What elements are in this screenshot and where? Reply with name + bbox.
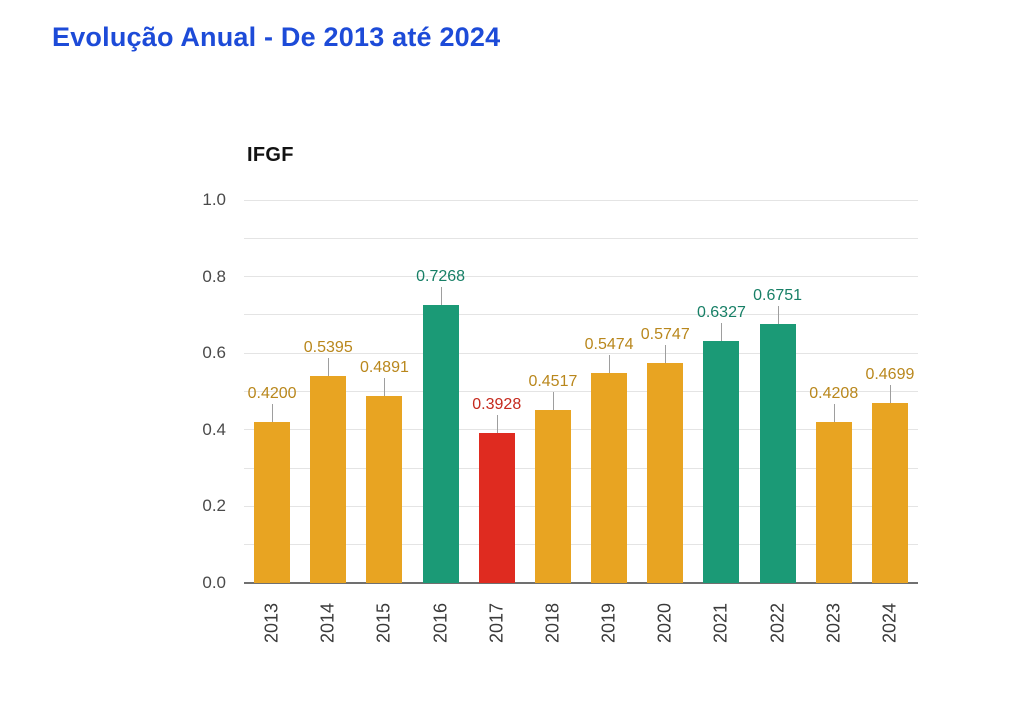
y-axis-tick-label: 0.4	[202, 419, 226, 439]
value-label-stem	[384, 377, 386, 396]
gridline	[244, 429, 918, 431]
x-axis-tick-label: 2017	[486, 602, 507, 644]
x-axis-tick-label: 2015	[373, 602, 394, 644]
value-label-stem	[665, 344, 667, 363]
x-axis-baseline	[244, 582, 918, 584]
bar-2024[interactable]	[871, 403, 908, 583]
value-label-stem	[440, 286, 442, 305]
gridline	[244, 467, 918, 469]
x-axis-tick-label: 2024	[879, 602, 900, 644]
bar-2017[interactable]	[478, 432, 515, 583]
page-title: Evolução Anual - De 2013 até 2024	[52, 22, 501, 52]
bar-2016[interactable]	[422, 304, 459, 583]
bar-value-label: 0.4517	[528, 372, 578, 390]
x-axis-tick-label: 2020	[654, 602, 675, 644]
bar-2014[interactable]	[310, 376, 347, 583]
value-label-stem	[721, 322, 723, 341]
y-axis-tick-label: 0.6	[202, 343, 226, 363]
bar-2019[interactable]	[591, 373, 628, 583]
gridline	[244, 199, 918, 201]
bar-2021[interactable]	[703, 340, 740, 583]
y-axis-tick-label: 1.0	[202, 190, 226, 209]
gridline	[244, 391, 918, 392]
gridline	[244, 544, 918, 546]
bar-value-label: 0.6751	[753, 287, 803, 305]
bar-2023[interactable]	[815, 421, 852, 583]
x-axis-tick-label: 2018	[542, 602, 563, 644]
value-label-stem	[496, 414, 498, 433]
bar-value-label: 0.4200	[247, 385, 297, 403]
bar-value-label: 0.7268	[416, 267, 466, 285]
x-axis-tick-label: 2014	[317, 602, 338, 644]
y-axis-tick-label: 0.2	[202, 496, 226, 516]
value-label-stem	[833, 403, 835, 422]
bar-value-label: 0.5474	[584, 336, 634, 354]
value-label-stem	[272, 404, 274, 423]
gridline	[244, 237, 918, 239]
x-axis-tick-label: 2021	[710, 602, 731, 644]
bar-2015[interactable]	[366, 395, 403, 583]
bar-value-label: 0.4891	[359, 358, 409, 376]
gridline	[244, 314, 918, 316]
value-label-stem	[777, 306, 779, 325]
x-axis-tick-label: 2019	[598, 602, 619, 644]
value-label-stem	[609, 355, 611, 374]
gridline	[244, 276, 918, 278]
y-axis-tick-label: 0.0	[202, 573, 226, 592]
x-axis-tick-label: 2013	[261, 602, 282, 644]
bar-value-label: 0.3928	[472, 395, 522, 413]
x-axis-tick-label: 2016	[430, 602, 451, 644]
chart-plot: 0.0 0.2 0.4 0.6 0.8 1.0 0.4200 2013 0.5395 2014 0.…	[202, 190, 918, 643]
gridline	[244, 352, 918, 354]
chart-axis-title: IFGF	[247, 144, 294, 166]
value-label-stem	[552, 391, 554, 410]
gridline	[244, 505, 918, 507]
bar-value-label: 0.4208	[809, 384, 859, 402]
bar-value-label: 0.5395	[303, 339, 353, 357]
x-axis-tick-label: 2022	[767, 602, 788, 644]
y-axis-tick-label: 0.8	[202, 266, 226, 286]
bar-2013[interactable]	[254, 422, 291, 583]
value-label-stem	[328, 358, 330, 377]
bar-value-label: 0.4699	[865, 366, 915, 384]
bar-2022[interactable]	[759, 324, 796, 583]
value-label-stem	[889, 385, 891, 404]
bar-value-label: 0.5747	[640, 325, 690, 343]
bar-2018[interactable]	[534, 410, 571, 583]
bar-value-label: 0.6327	[696, 303, 746, 321]
x-axis-tick-label: 2023	[823, 602, 844, 644]
bar-2020[interactable]	[647, 362, 684, 583]
